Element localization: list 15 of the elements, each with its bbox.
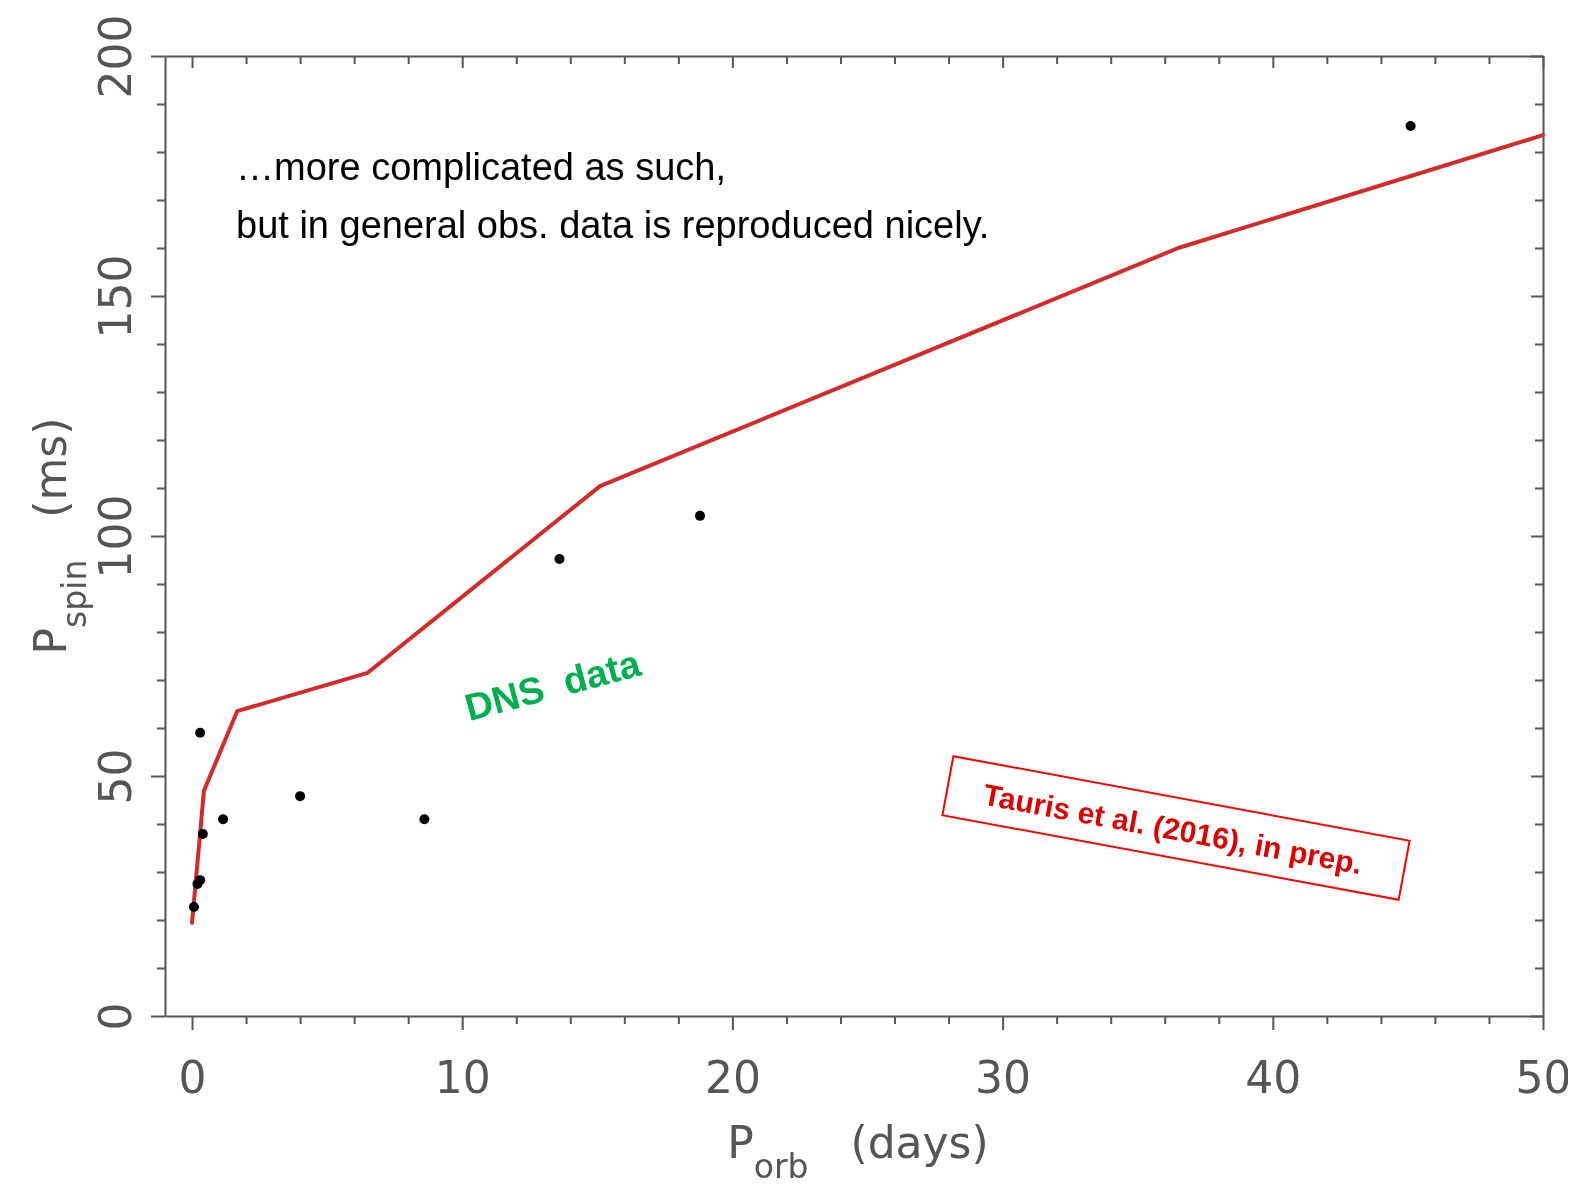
x-tick-label: 50 xyxy=(1515,1052,1571,1104)
x-tick-label: 30 xyxy=(975,1052,1032,1104)
text: P$_{orb}$ (days) xyxy=(727,1117,989,1186)
annotation: …more complicated as such, but in general obs. data is reproduced nicely. xyxy=(236,146,990,246)
annotation: DNS data xyxy=(460,641,646,729)
x-tick-label: 20 xyxy=(704,1052,761,1104)
y-tick-label: 50 xyxy=(90,748,141,805)
y-tick-label: 0 xyxy=(90,1002,141,1031)
x-tick-label: 40 xyxy=(1245,1052,1302,1104)
y-tick-label: 150 xyxy=(90,254,141,339)
x-tick-label: 0 xyxy=(178,1052,207,1104)
annotation: Tauris et al. (2016), in prep. xyxy=(980,777,1365,881)
y-tick-label: 200 xyxy=(90,14,141,99)
x-tick-label: 10 xyxy=(434,1052,491,1104)
y-tick-label: 100 xyxy=(90,494,141,579)
